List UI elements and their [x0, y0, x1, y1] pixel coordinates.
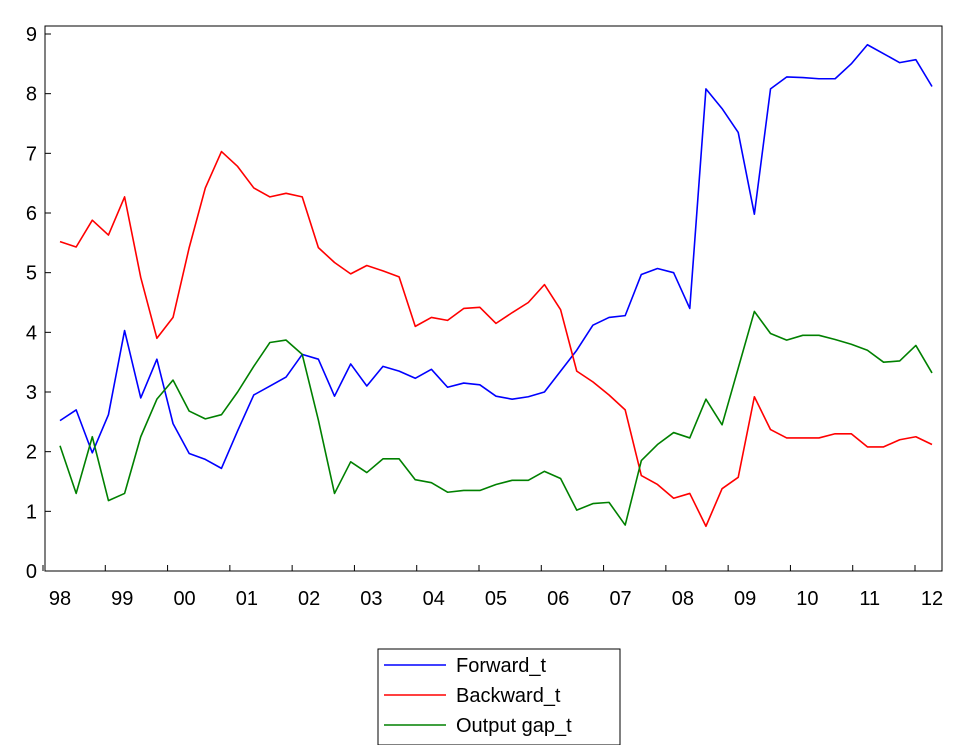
x-tick-label: 08	[672, 588, 694, 610]
x-tick-label: 03	[360, 588, 382, 610]
y-tick-label: 9	[26, 24, 37, 46]
y-tick-label: 2	[26, 442, 37, 464]
x-tick-label: 02	[298, 588, 320, 610]
y-tick-label: 3	[26, 382, 37, 404]
x-tick-label: 06	[547, 588, 569, 610]
y-tick-label: 0	[26, 561, 37, 583]
series-line-forward-t	[59, 43, 933, 470]
legend-label: Output gap_t	[456, 715, 572, 737]
y-tick-label: 7	[26, 143, 37, 165]
x-tick-label: 09	[734, 588, 756, 610]
x-tick-label: 05	[485, 588, 507, 610]
series-layer	[59, 43, 933, 528]
x-tick-label: 99	[111, 588, 133, 610]
x-tick-label: 04	[423, 588, 445, 610]
x-tick-label: 98	[49, 588, 71, 610]
y-axis: 0 1 2 3 4 5 6 7 8 9	[26, 24, 51, 583]
x-tick-label: 00	[173, 588, 195, 610]
x-tick-label: 07	[609, 588, 631, 610]
y-tick-label: 4	[26, 322, 37, 344]
legend-label: Forward_t	[456, 655, 546, 677]
y-tick-label: 1	[26, 501, 37, 523]
y-tick-label: 8	[26, 84, 37, 106]
x-tick-label: 01	[236, 588, 258, 610]
series-line-output-gap-t	[59, 310, 933, 526]
plot-frame	[44, 25, 943, 572]
legend-label: Backward_t	[456, 685, 561, 707]
series-line-backward-t	[59, 150, 933, 528]
x-tick-label: 11	[859, 588, 880, 610]
x-tick-label: 10	[796, 588, 818, 610]
y-tick-label: 5	[26, 263, 37, 285]
x-axis: 98 99 00 01 02 03 04 05 06 07 08 09 10 11 12	[42, 565, 943, 610]
y-tick-label: 6	[26, 203, 37, 225]
legend: Forward_t Backward_t Output gap_t	[377, 648, 621, 746]
x-tick-label: 12	[921, 588, 943, 610]
